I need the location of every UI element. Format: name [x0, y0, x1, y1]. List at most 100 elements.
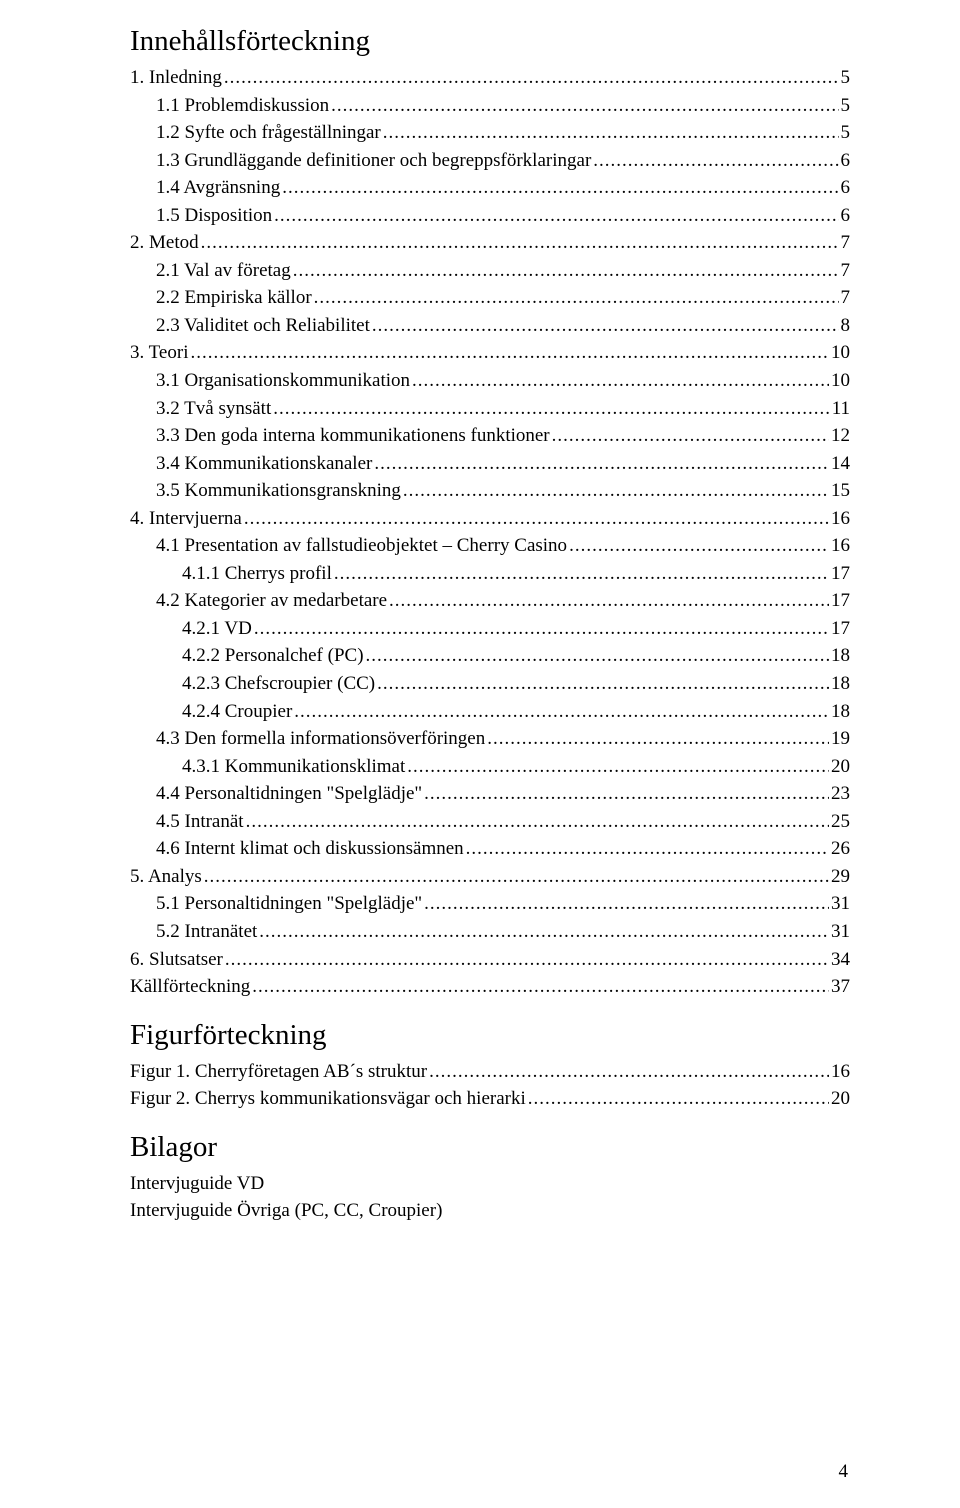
- toc-row: 1.1 Problemdiskussion 5: [130, 92, 850, 120]
- toc-page-number: 23: [831, 780, 850, 808]
- toc-label: 4.2.1 VD: [182, 615, 252, 643]
- toc-leader-dots: [225, 946, 829, 974]
- toc-label: 4.4 Personaltidningen "Spelglädje": [156, 780, 422, 808]
- document-page: Innehållsförteckning 1. Inledning 51.1 P…: [0, 0, 960, 1508]
- toc-label: 4.3 Den formella informationsöverföringe…: [156, 725, 485, 753]
- toc-page-number: 7: [841, 284, 851, 312]
- toc-label: 1.3 Grundläggande definitioner och begre…: [156, 147, 591, 175]
- toc-leader-dots: [294, 698, 829, 726]
- toc-row: 1.5 Disposition 6: [130, 202, 850, 230]
- toc-label: 3.5 Kommunikationsgranskning: [156, 477, 401, 505]
- toc-row: 2.1 Val av företag 7: [130, 257, 850, 285]
- toc-page-number: 19: [831, 725, 850, 753]
- toc-label: 4.5 Intranät: [156, 808, 244, 836]
- toc-label: 1.2 Syfte och frågeställningar: [156, 119, 381, 147]
- toc-row: 1.3 Grundläggande definitioner och begre…: [130, 147, 850, 175]
- toc-leader-dots: [374, 450, 829, 478]
- toc-row: 4.2.4 Croupier 18: [130, 698, 850, 726]
- toc-page-number: 29: [831, 863, 850, 891]
- figures-list: Figur 1. Cherryföretagen AB´s struktur 1…: [130, 1058, 850, 1113]
- toc-label: 3.2 Två synsätt: [156, 395, 271, 423]
- toc-leader-dots: [424, 780, 829, 808]
- toc-leader-dots: [331, 92, 838, 120]
- toc-leader-dots: [282, 174, 838, 202]
- toc-row: 3.2 Två synsätt 11: [130, 395, 850, 423]
- toc-leader-dots: [259, 918, 829, 946]
- toc-label: 5.2 Intranätet: [156, 918, 257, 946]
- toc-leader-dots: [412, 367, 829, 395]
- toc-label: 2.2 Empiriska källor: [156, 284, 312, 312]
- toc-leader-dots: [246, 808, 829, 836]
- figure-leader-dots: [429, 1058, 829, 1086]
- toc-row: 4.3 Den formella informationsöverföringe…: [130, 725, 850, 753]
- toc-page-number: 16: [831, 532, 850, 560]
- toc-label: 1.1 Problemdiskussion: [156, 92, 329, 120]
- toc-leader-dots: [244, 505, 829, 533]
- toc-page-number: 12: [831, 422, 850, 450]
- toc-leader-dots: [377, 670, 829, 698]
- toc-page-number: 11: [832, 395, 850, 423]
- toc-leader-dots: [201, 229, 839, 257]
- toc-page-number: 17: [831, 615, 850, 643]
- toc-label: 2.3 Validitet och Reliabilitet: [156, 312, 370, 340]
- toc-page-number: 17: [831, 587, 850, 615]
- toc-page-number: 20: [831, 753, 850, 781]
- toc-leader-dots: [366, 642, 829, 670]
- toc-row: 4.2.3 Chefscroupier (CC) 18: [130, 670, 850, 698]
- toc-row: Källförteckning 37: [130, 973, 850, 1001]
- toc-page-number: 15: [831, 477, 850, 505]
- toc-leader-dots: [314, 284, 839, 312]
- toc-label: 1.5 Disposition: [156, 202, 272, 230]
- toc-leader-dots: [403, 477, 829, 505]
- toc-row: 2.3 Validitet och Reliabilitet 8: [130, 312, 850, 340]
- toc-page-number: 18: [831, 642, 850, 670]
- toc-leader-dots: [569, 532, 829, 560]
- toc-row: 4.3.1 Kommunikationsklimat 20: [130, 753, 850, 781]
- toc-row: 5.2 Intranätet 31: [130, 918, 850, 946]
- toc-leader-dots: [252, 973, 829, 1001]
- figures-title: Figurförteckning: [130, 1019, 850, 1052]
- figure-row: Figur 1. Cherryföretagen AB´s struktur 1…: [130, 1058, 850, 1086]
- toc-leader-dots: [389, 587, 829, 615]
- toc-row: 5.1 Personaltidningen "Spelglädje" 31: [130, 890, 850, 918]
- toc-row: 4.4 Personaltidningen "Spelglädje" 23: [130, 780, 850, 808]
- toc-row: 1. Inledning 5: [130, 64, 850, 92]
- toc-row: 4.1.1 Cherrys profil 17: [130, 560, 850, 588]
- toc-leader-dots: [466, 835, 829, 863]
- toc-row: 5. Analys 29: [130, 863, 850, 891]
- toc-page-number: 16: [831, 505, 850, 533]
- toc-label: 4.2.2 Personalchef (PC): [182, 642, 364, 670]
- figure-page-number: 16: [831, 1058, 850, 1086]
- toc-label: 3.1 Organisationskommunikation: [156, 367, 410, 395]
- toc-row: 4.1 Presentation av fallstudieobjektet –…: [130, 532, 850, 560]
- toc-leader-dots: [273, 395, 829, 423]
- toc-label: 3.4 Kommunikationskanaler: [156, 450, 372, 478]
- figure-label: Figur 1. Cherryföretagen AB´s struktur: [130, 1058, 427, 1086]
- toc-label: 4.6 Internt klimat och diskussionsämnen: [156, 835, 464, 863]
- toc-leader-dots: [334, 560, 829, 588]
- toc-title: Innehållsförteckning: [130, 25, 850, 58]
- toc-page-number: 6: [841, 147, 851, 175]
- toc-label: Källförteckning: [130, 973, 250, 1001]
- toc-label: 5.1 Personaltidningen "Spelglädje": [156, 890, 422, 918]
- toc-page-number: 18: [831, 698, 850, 726]
- toc-label: 3.3 Den goda interna kommunikationens fu…: [156, 422, 550, 450]
- figure-row: Figur 2. Cherrys kommunikationsvägar och…: [130, 1085, 850, 1113]
- toc-label: 2.1 Val av företag: [156, 257, 291, 285]
- toc-label: 4.2.3 Chefscroupier (CC): [182, 670, 375, 698]
- toc-leader-dots: [593, 147, 838, 175]
- toc-label: 3. Teori: [130, 339, 188, 367]
- toc-label: 1.4 Avgränsning: [156, 174, 280, 202]
- toc-page-number: 18: [831, 670, 850, 698]
- toc-row: 6. Slutsatser 34: [130, 946, 850, 974]
- toc-page-number: 26: [831, 835, 850, 863]
- toc-page-number: 10: [831, 339, 850, 367]
- toc-row: 3.1 Organisationskommunikation 10: [130, 367, 850, 395]
- toc-page-number: 5: [841, 119, 851, 147]
- toc-row: 1.4 Avgränsning 6: [130, 174, 850, 202]
- toc-row: 4.2 Kategorier av medarbetare 17: [130, 587, 850, 615]
- toc-list: 1. Inledning 51.1 Problemdiskussion 51.2…: [130, 64, 850, 1001]
- toc-leader-dots: [224, 64, 839, 92]
- toc-label: 4.3.1 Kommunikationsklimat: [182, 753, 405, 781]
- toc-label: 4. Intervjuerna: [130, 505, 242, 533]
